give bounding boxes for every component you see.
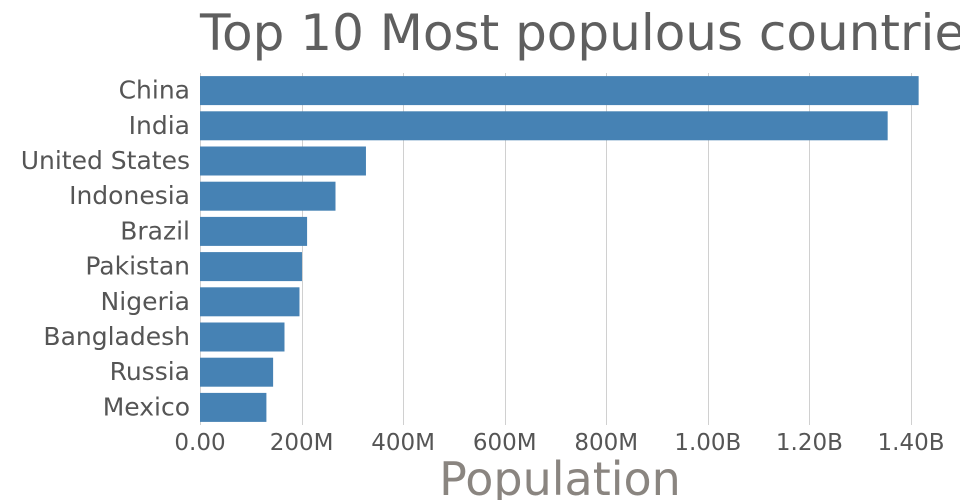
- bars: [200, 76, 919, 422]
- category-label: Russia: [110, 357, 190, 386]
- category-label: Bangladesh: [43, 322, 190, 351]
- x-axis-title: Population: [439, 452, 681, 500]
- x-tick-label: 0.00: [174, 430, 225, 456]
- category-label: United States: [21, 146, 190, 175]
- x-tick-label: 400M: [371, 430, 435, 456]
- category-label: India: [129, 111, 190, 140]
- bar-mexico: [200, 392, 267, 422]
- category-label: Pakistan: [85, 252, 190, 281]
- category-label: Mexico: [103, 392, 190, 421]
- bar-bangladesh: [200, 322, 285, 352]
- category-label: China: [119, 76, 190, 105]
- x-tick-label: 1.40B: [878, 430, 945, 456]
- bar-china: [200, 76, 919, 106]
- category-label: Nigeria: [101, 287, 190, 316]
- x-tick-label: 800M: [574, 430, 638, 456]
- category-label: Indonesia: [69, 181, 190, 210]
- bar-brazil: [200, 216, 308, 246]
- x-tick-label: 1.00B: [674, 430, 741, 456]
- bar-india: [200, 111, 888, 141]
- category-labels: China India United States Indonesia Brazil Pa…: [21, 76, 190, 422]
- bar-russia: [200, 357, 274, 387]
- bar-nigeria: [200, 287, 300, 317]
- bar-pakistan: [200, 252, 302, 282]
- category-label: Brazil: [120, 216, 190, 245]
- x-tick-label: 600M: [473, 430, 537, 456]
- x-tick-label: 1.20B: [776, 430, 843, 456]
- bar-indonesia: [200, 181, 336, 211]
- x-tick-labels: 0.00 200M 400M 600M 800M 1.00B 1.20B 1.40B: [174, 430, 944, 456]
- bar-united-states: [200, 146, 366, 176]
- x-tick-label: 200M: [270, 430, 334, 456]
- chart-title: Top 10 Most populous countries: [199, 4, 960, 62]
